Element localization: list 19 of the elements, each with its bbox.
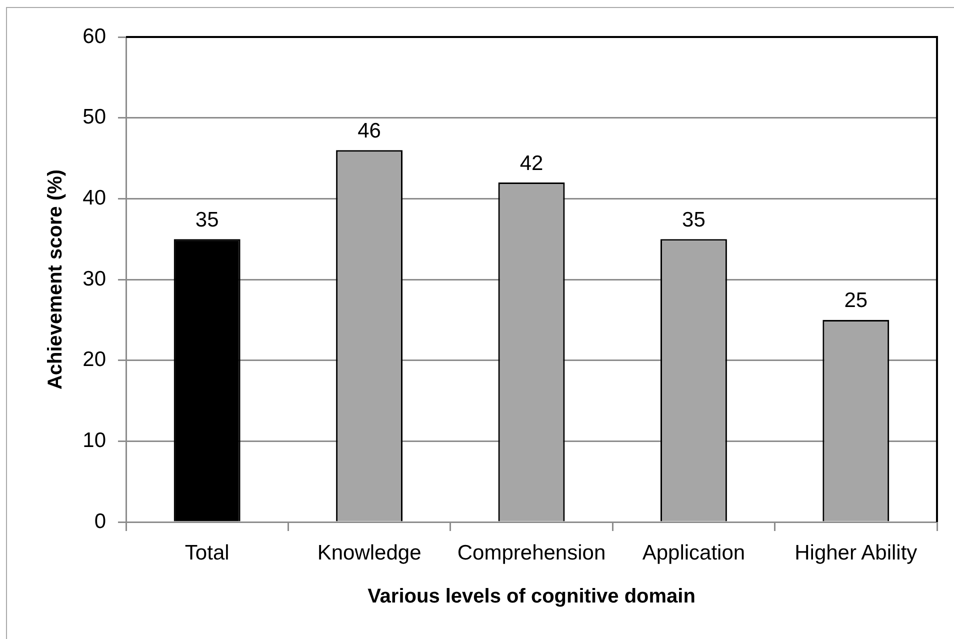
data-label: 35 — [195, 208, 219, 232]
y-tick-label: 0 — [94, 510, 106, 533]
x-tick-label: Knowledge — [317, 541, 422, 564]
data-label: 35 — [682, 208, 706, 232]
y-tick-label: 10 — [82, 428, 106, 452]
x-tick-label: Comprehension — [457, 541, 606, 564]
y-tick-label: 60 — [82, 24, 106, 48]
data-label: 25 — [844, 289, 868, 312]
y-tick-label: 30 — [82, 267, 106, 290]
x-tick-label: Application — [642, 541, 746, 564]
y-tick-label: 50 — [82, 106, 106, 129]
data-label: 46 — [358, 119, 381, 142]
x-axis-title: Various levels of cognitive domain — [368, 586, 696, 608]
data-label: 42 — [520, 152, 544, 175]
y-axis-title: Achievement score (%) — [44, 169, 67, 390]
x-tick-label: Total — [184, 541, 230, 564]
x-tick-label: Higher Ability — [794, 541, 918, 564]
y-tick-label: 40 — [82, 186, 106, 210]
y-tick-label: 20 — [82, 348, 106, 372]
